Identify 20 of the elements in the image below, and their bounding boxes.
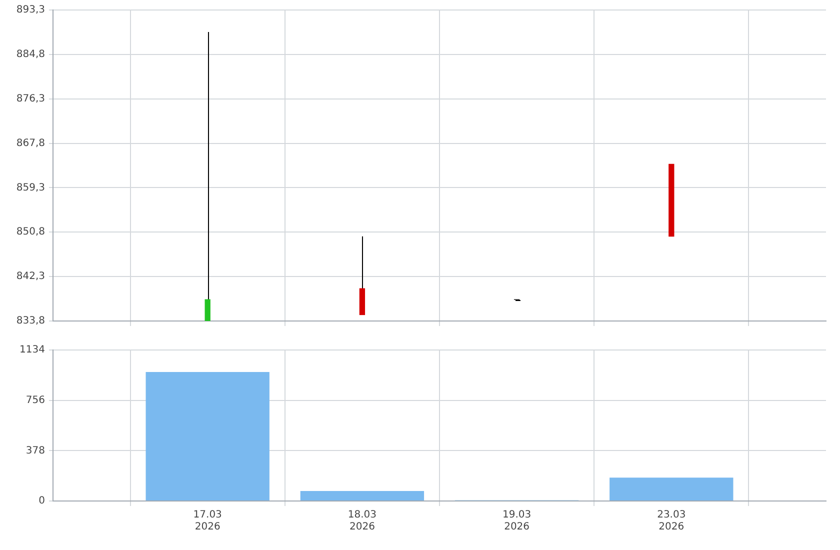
y-tick-label: 850,8 [16,226,45,238]
y-tick-label: 876,3 [16,93,45,104]
bar [610,478,734,500]
y-tick-label: 867,8 [16,138,45,149]
x-tick-label: 19.03 2026 [502,510,532,533]
y-tick-label: 378 [26,445,45,456]
bar [300,491,424,500]
y-tick-label: 756 [26,394,45,406]
x-tick-label: 23.03 2026 [657,510,686,533]
y-tick-label: 842,3 [16,271,45,282]
y-tick-label: 1134 [20,344,45,356]
y-tick-label: 884,8 [16,49,45,60]
y-tick-label: 0 [38,496,45,507]
y-tick-label: 859,3 [16,182,45,194]
x-tick-label: 17.03 2026 [193,510,222,533]
y-tick-label: 833,8 [16,316,45,327]
x-tick-label: 18.03 2026 [348,510,377,533]
candlestick [204,31,210,322]
bar [146,372,270,500]
y-tick-label: 893,3 [16,4,45,16]
